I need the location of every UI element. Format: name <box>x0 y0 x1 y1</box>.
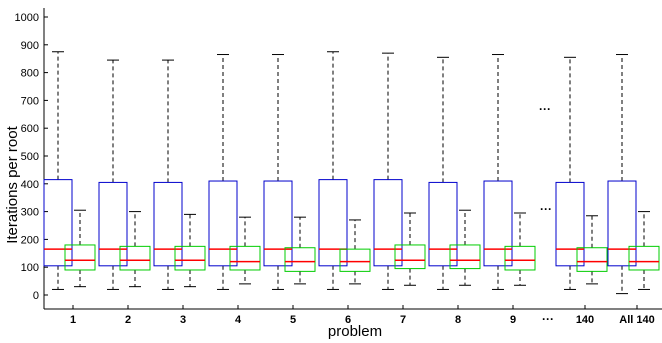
green-box <box>229 216 261 285</box>
box-body <box>208 180 238 267</box>
green-box <box>339 219 371 285</box>
box-body <box>373 179 403 267</box>
y-tick-label: 400 <box>21 179 39 191</box>
x-tick-label: 140 <box>576 314 594 326</box>
blue-box <box>98 59 128 290</box>
x-tick-label: 2 <box>125 314 131 326</box>
x-axis: 1 2 3 4 5 6 7 8 9 ··· 140 All 140 ··· ··· <box>70 102 655 326</box>
y-tick-label: 300 <box>21 207 39 219</box>
blue-box <box>373 52 403 290</box>
green-box <box>628 211 660 290</box>
y-tick-label: 100 <box>21 262 39 274</box>
blue-box <box>263 54 293 290</box>
x-tick-label: 1 <box>70 314 76 326</box>
y-tick-label: 900 <box>21 40 39 52</box>
box-body <box>449 244 481 270</box>
blue-box <box>607 54 637 295</box>
x-tick-label: All 140 <box>619 314 654 326</box>
box-body <box>64 244 96 271</box>
green-box <box>449 209 481 286</box>
green-box <box>284 216 316 285</box>
x-tick-label: 7 <box>400 314 406 326</box>
blue-box <box>208 54 238 290</box>
y-tick-label: 800 <box>21 68 39 80</box>
box-body <box>607 180 637 267</box>
green-box <box>576 215 608 285</box>
x-axis-label: problem <box>328 323 382 340</box>
x-tick-label: 3 <box>180 314 186 326</box>
plot-frame <box>43 8 662 310</box>
blue-box <box>483 54 513 290</box>
y-tick-label: 1000 <box>15 12 39 24</box>
box-body <box>284 247 316 272</box>
y-axis: 0 100 200 300 400 500 600 700 800 900 1000 <box>15 12 48 302</box>
green-box <box>174 213 206 288</box>
x-tick-label: 4 <box>235 314 242 326</box>
green-box <box>64 209 96 288</box>
green-box <box>504 212 536 286</box>
blue-box <box>555 56 585 290</box>
y-axis-label: Iterations per root <box>4 125 21 243</box>
box-body <box>483 180 513 267</box>
blue-box <box>153 59 183 290</box>
box-body <box>229 245 261 271</box>
box-body <box>98 181 128 267</box>
y-tick-label: 600 <box>21 123 39 135</box>
box-body <box>555 181 585 267</box>
box-body <box>628 245 660 271</box>
box-body <box>428 181 458 267</box>
x-tick-label: 8 <box>455 314 461 326</box>
y-tick-label: 0 <box>33 290 39 302</box>
box-body <box>263 180 293 267</box>
y-tick-label: 500 <box>21 151 39 163</box>
blue-box <box>43 51 73 290</box>
y-tick-label: 700 <box>21 95 39 107</box>
x-tick-label: 9 <box>510 314 516 326</box>
box-body <box>504 245 536 271</box>
x-tick-ellipsis: ··· <box>542 312 554 326</box>
blue-box <box>428 56 458 290</box>
green-box <box>394 212 426 286</box>
box-body <box>318 179 348 267</box>
box-body <box>339 248 371 272</box>
box-body <box>174 245 206 271</box>
ellipsis-mark: ··· <box>540 202 552 216</box>
ellipsis-mark: ··· <box>539 102 551 116</box>
x-tick-label: 5 <box>290 314 296 326</box>
box-body <box>394 244 426 270</box>
box-body <box>43 179 73 267</box>
x-tick-label: 6 <box>345 314 351 326</box>
blue-box <box>318 51 348 290</box>
box-body <box>153 181 183 267</box>
y-tick-label: 200 <box>21 234 39 246</box>
green-box <box>119 211 151 288</box>
box-body <box>576 247 608 272</box>
box-series <box>43 51 660 295</box>
box-body <box>119 245 151 271</box>
